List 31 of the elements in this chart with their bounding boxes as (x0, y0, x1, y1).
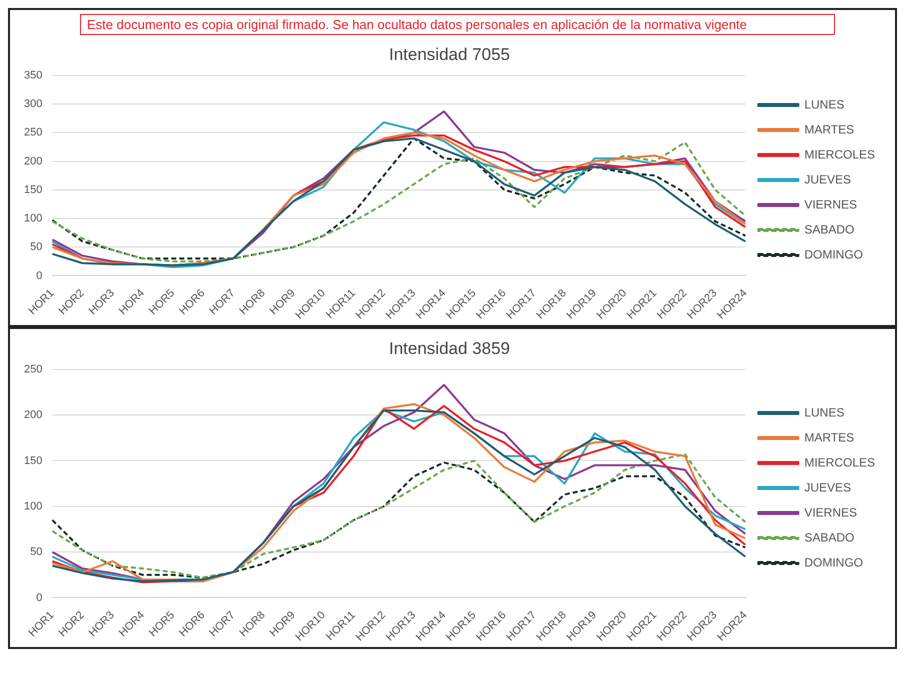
legend-label: MIERCOLES (804, 147, 876, 162)
y-tick-label: 100 (24, 500, 42, 512)
legend-label: SABADO (804, 530, 854, 544)
legend-label: MARTES (804, 430, 854, 444)
y-tick-label: 200 (24, 155, 42, 168)
legend-label: DOMINGO (804, 247, 863, 262)
y-tick-label: 350 (24, 69, 42, 82)
y-tick-label: 250 (24, 363, 42, 376)
chart-title: Intensidad 7055 (389, 44, 510, 64)
legend-label: VIERNES (804, 505, 858, 520)
y-tick-label: 250 (24, 126, 42, 139)
legend-label: MARTES (804, 122, 854, 136)
y-tick-label: 0 (36, 592, 42, 604)
legend-label: MIERCOLES (804, 455, 876, 470)
y-tick-label: 150 (24, 454, 42, 467)
text: Este documento es copia original firmado. Se han ocultado datos personales en aplicación de la normativa vigente (80, 14, 835, 35)
y-tick-label: 100 (24, 212, 42, 225)
legend-label: SABADO (804, 222, 854, 236)
y-tick-label: 300 (24, 98, 42, 110)
legend-label: JUEVES (804, 480, 852, 494)
y-tick-label: 150 (24, 184, 42, 196)
y-tick-label: 0 (36, 270, 42, 282)
legend-label: JUEVES (804, 172, 852, 186)
chart-title: Intensidad 3859 (389, 338, 510, 358)
y-tick-label: 50 (30, 546, 42, 558)
y-tick-label: 200 (24, 409, 42, 422)
legend-label: DOMINGO (804, 555, 863, 570)
legend-label: LUNES (804, 97, 844, 112)
y-tick-label: 50 (30, 241, 42, 254)
legend-label: LUNES (804, 405, 844, 420)
legend-label: VIERNES (804, 197, 858, 212)
